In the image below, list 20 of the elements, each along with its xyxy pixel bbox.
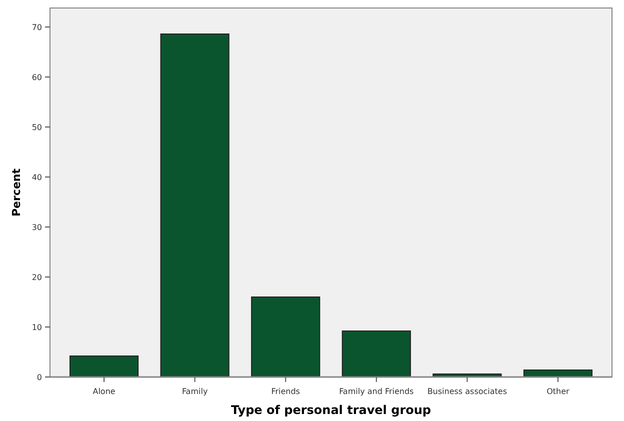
y-tick-label: 50 (32, 122, 42, 132)
x-axis-title: Type of personal travel group (231, 403, 432, 417)
x-tick-label: Other (546, 387, 570, 396)
bar (342, 330, 411, 378)
y-tick-label: 0 (36, 372, 42, 382)
y-tick-label: 10 (32, 322, 42, 332)
x-tick-label: Family (182, 387, 208, 396)
y-tick-label: 20 (32, 272, 42, 282)
bar (70, 356, 139, 378)
x-tick-label: Friends (271, 387, 300, 396)
y-axis-title: Percent (10, 168, 23, 217)
y-tick-label: 60 (32, 72, 42, 82)
x-tick-label: Family and Friends (339, 387, 414, 396)
x-tick-label: Business associates (427, 387, 508, 396)
bar (160, 34, 230, 378)
bar (251, 296, 320, 378)
y-tick-label: 30 (32, 222, 42, 232)
y-tick-label: 40 (32, 172, 42, 182)
y-tick-label: 70 (32, 22, 42, 32)
x-tick-label: Alone (92, 387, 116, 396)
